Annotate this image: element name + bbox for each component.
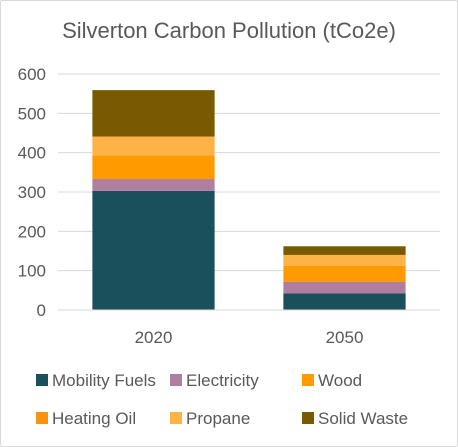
y-tick-label: 200 (18, 222, 46, 241)
legend-label: Electricity (186, 371, 259, 390)
legend-swatch (302, 374, 314, 386)
legend-swatch (170, 412, 182, 424)
chart-title: Silverton Carbon Pollution (tCo2e) (62, 18, 396, 43)
bar-segment (92, 190, 215, 310)
legend-label: Propane (186, 409, 250, 428)
legend-swatch (36, 374, 48, 386)
y-tick-label: 400 (18, 144, 46, 163)
legend-swatch (36, 412, 48, 424)
y-tick-label: 0 (37, 301, 46, 320)
x-category-label: 2020 (135, 328, 173, 347)
bar-segment (92, 136, 215, 156)
bar-segment (283, 281, 406, 294)
y-tick-label: 600 (18, 65, 46, 84)
bar-segment (283, 265, 406, 282)
legend-label: Solid Waste (318, 409, 408, 428)
y-tick-label: 500 (18, 104, 46, 123)
legend-swatch (170, 374, 182, 386)
bar-segment (92, 179, 215, 191)
y-tick-label: 100 (18, 262, 46, 281)
legend-label: Heating Oil (52, 409, 136, 428)
legend-swatch (302, 412, 314, 424)
y-tick-label: 300 (18, 183, 46, 202)
bar-segment (283, 293, 406, 310)
legend-label: Mobility Fuels (52, 371, 156, 390)
bar-segment (92, 155, 215, 180)
x-category-label: 2050 (326, 328, 364, 347)
bar-segment (92, 90, 215, 137)
bar-segment (283, 254, 406, 266)
bar-segment (283, 246, 406, 255)
legend-label: Wood (318, 371, 362, 390)
